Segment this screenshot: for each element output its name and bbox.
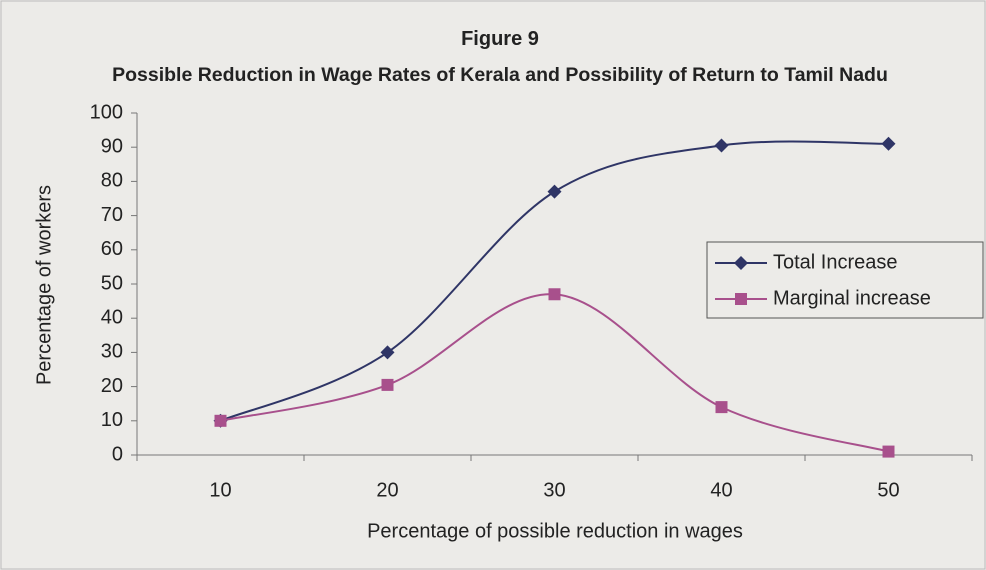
legend-label: Total Increase bbox=[773, 251, 898, 273]
x-tick-label: 20 bbox=[376, 479, 398, 501]
point bbox=[547, 184, 562, 199]
y-tick-label: 50 bbox=[101, 272, 123, 294]
y-tick-label: 30 bbox=[101, 341, 123, 363]
point bbox=[715, 401, 728, 414]
y-axis-label: Percentage of workers bbox=[33, 185, 55, 385]
point bbox=[881, 136, 896, 151]
series-line bbox=[220, 140, 889, 422]
legend-marker bbox=[735, 293, 747, 305]
legend-marker bbox=[734, 256, 748, 270]
y-tick-label: 100 bbox=[90, 101, 123, 123]
point bbox=[714, 138, 729, 153]
y-tick-label: 60 bbox=[101, 238, 123, 260]
point bbox=[882, 445, 895, 458]
legend-box bbox=[706, 241, 984, 319]
x-tick-label: 30 bbox=[543, 479, 565, 501]
y-tick-label: 90 bbox=[101, 135, 123, 157]
x-tick-label: 10 bbox=[209, 479, 231, 501]
legend-label: Marginal increase bbox=[773, 287, 931, 309]
y-tick-label: 70 bbox=[101, 204, 123, 226]
x-tick-label: 40 bbox=[710, 479, 732, 501]
x-axis-label: Percentage of possible reduction in wage… bbox=[367, 520, 743, 542]
point bbox=[214, 414, 227, 427]
chart-subtitle: Possible Reduction in Wage Rates of Kera… bbox=[112, 64, 888, 86]
point bbox=[380, 345, 395, 360]
y-tick-label: 10 bbox=[101, 409, 123, 431]
y-tick-label: 80 bbox=[101, 170, 123, 192]
y-tick-label: 0 bbox=[112, 443, 123, 465]
y-tick-label: 20 bbox=[101, 375, 123, 397]
point bbox=[548, 288, 561, 301]
y-tick-label: 40 bbox=[101, 306, 123, 328]
x-tick-label: 50 bbox=[877, 479, 899, 501]
point bbox=[381, 378, 394, 391]
chart-title: Figure 9 bbox=[461, 28, 539, 50]
